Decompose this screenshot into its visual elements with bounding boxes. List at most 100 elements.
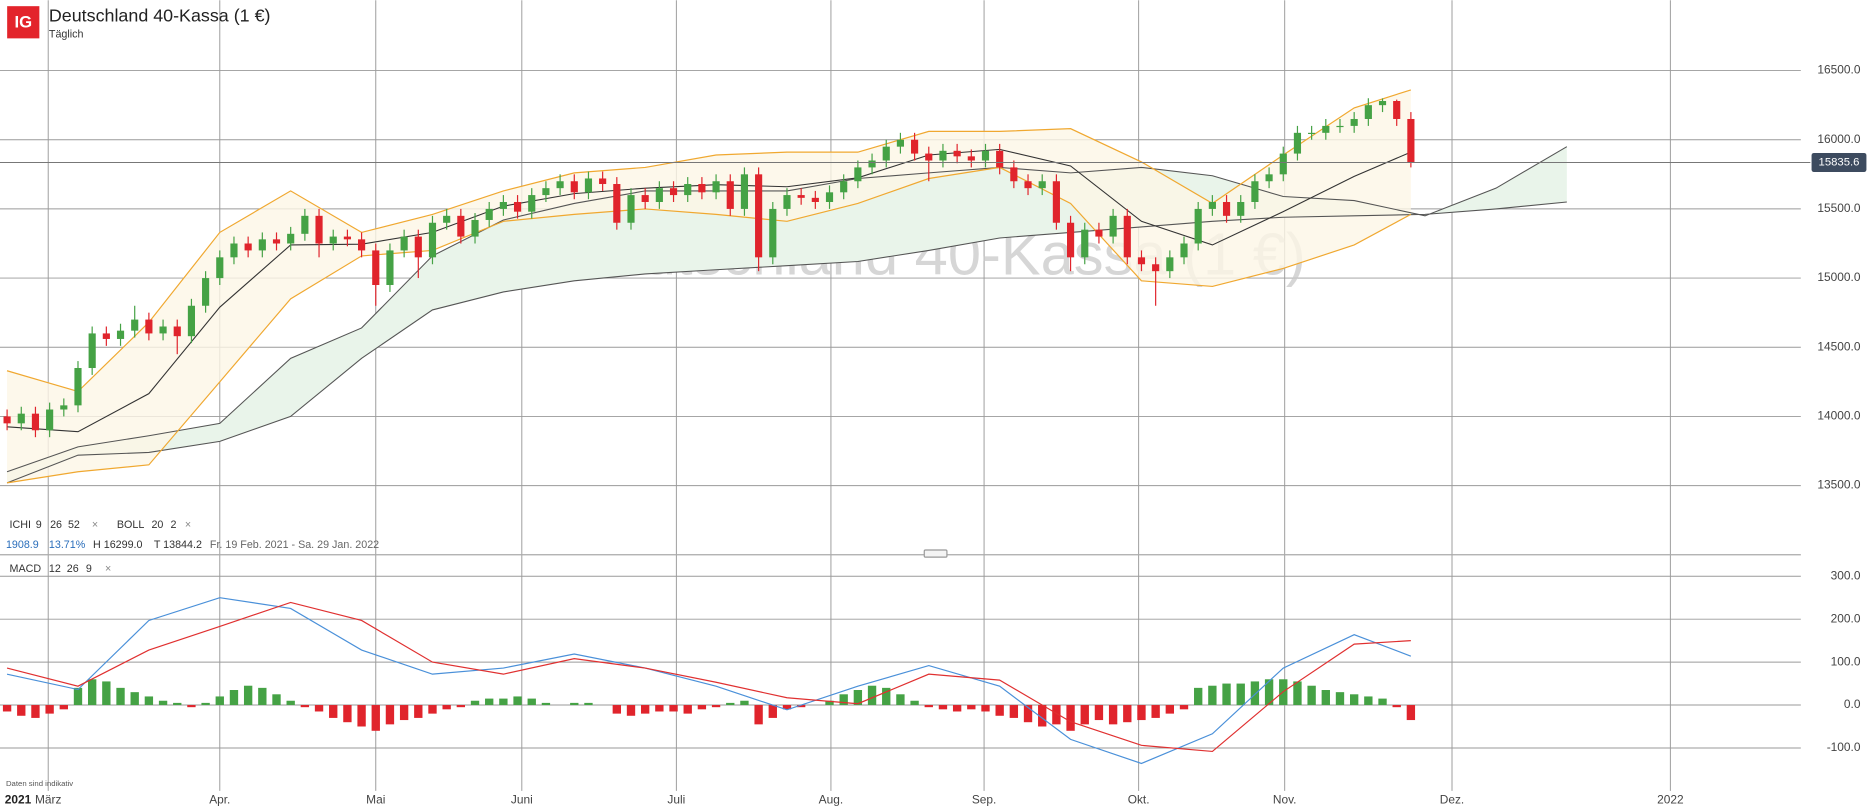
macd-histogram-bar xyxy=(1151,705,1160,718)
macd-histogram-bar xyxy=(967,705,976,710)
candle-body xyxy=(471,219,479,237)
candle-body xyxy=(102,333,110,339)
candle-body xyxy=(1152,264,1160,272)
macd-histogram-bar xyxy=(612,705,621,714)
macd-histogram-bar xyxy=(570,702,579,706)
macd-histogram-bar xyxy=(1038,705,1047,727)
candle-body xyxy=(1222,201,1231,216)
candle-body xyxy=(1336,125,1344,128)
macd-histogram-bar xyxy=(314,705,324,712)
candle-body xyxy=(17,413,25,424)
stat-change: 1908.9 xyxy=(6,539,39,551)
candle-body xyxy=(244,243,252,251)
candle-body xyxy=(1393,101,1401,119)
x-tick-label: Aug. xyxy=(819,793,844,807)
legend-param: 9 xyxy=(36,519,42,531)
candle-body xyxy=(400,236,408,251)
legend-param: 2 xyxy=(171,519,177,531)
candle-body xyxy=(542,188,550,196)
macd-histogram-bar xyxy=(541,702,551,706)
macd-histogram-bar xyxy=(456,705,466,708)
macd-histogram-bar xyxy=(329,705,338,718)
candle-body xyxy=(896,139,904,147)
macd-histogram-bar xyxy=(243,685,253,706)
background xyxy=(0,0,1801,791)
macd-histogram-bar xyxy=(740,700,749,706)
macd-histogram-bar xyxy=(825,700,834,706)
candle-body xyxy=(981,150,990,161)
macd-histogram-bar xyxy=(1094,705,1104,721)
remove-indicator[interactable]: × xyxy=(105,563,111,575)
macd-histogram-bar xyxy=(726,702,735,706)
macd-histogram-bar xyxy=(924,705,933,708)
subtitle: Täglich xyxy=(49,29,84,41)
stat-change-pct: 13.71% xyxy=(49,539,86,551)
macd-histogram-bar xyxy=(1335,692,1345,706)
macd-histogram-bar xyxy=(626,705,636,716)
candle-body xyxy=(1194,208,1202,244)
candle-body xyxy=(740,174,749,209)
year-label-bg xyxy=(0,792,33,807)
macd-histogram-bar xyxy=(286,700,295,706)
candle-body xyxy=(116,330,125,339)
y-tick-label: 14000.0 xyxy=(1817,409,1860,423)
y-tick-label: 13500.0 xyxy=(1817,478,1860,492)
candle-body xyxy=(712,181,720,193)
x-tick-label: Juni xyxy=(511,793,533,807)
x-tick-label: Sep. xyxy=(972,793,997,807)
candle-body xyxy=(797,195,805,198)
macd-histogram-bar xyxy=(1349,694,1359,706)
macd-histogram-bar xyxy=(1222,683,1231,706)
remove-indicator[interactable]: × xyxy=(92,519,98,531)
macd-histogram-bar xyxy=(1023,705,1033,723)
remove-indicator[interactable]: × xyxy=(185,519,191,531)
macd-histogram-bar xyxy=(839,694,848,706)
x-tick-label: Apr. xyxy=(209,793,230,807)
macd-histogram-bar xyxy=(853,690,863,706)
macd-histogram-bar xyxy=(1194,687,1203,706)
chart-title: Deutschland 40-Kassa (1 €) xyxy=(49,6,271,26)
panel-resize-handle[interactable] xyxy=(923,549,948,558)
macd-histogram-bar xyxy=(1321,690,1330,706)
candle-body xyxy=(1407,118,1415,163)
candle-body xyxy=(88,333,96,369)
macd-histogram-bar xyxy=(584,702,593,706)
candle-body xyxy=(939,150,947,161)
candle-body xyxy=(570,181,578,193)
macd-histogram-bar xyxy=(1307,685,1316,706)
macd-histogram-bar xyxy=(1392,705,1401,708)
x-tick-label: Mai xyxy=(366,793,385,807)
macd-histogram-bar xyxy=(499,698,508,706)
candle-body xyxy=(1024,181,1032,189)
macd-histogram-bar xyxy=(867,685,877,706)
macd-histogram-bar xyxy=(31,705,40,718)
candle-body xyxy=(1066,222,1075,258)
candle-body xyxy=(1123,215,1131,258)
macd-histogram-bar xyxy=(527,698,536,706)
y-tick-label: 16500.0 xyxy=(1817,63,1860,77)
candle-body xyxy=(329,236,337,244)
macd-histogram-bar xyxy=(1250,681,1260,706)
candle-body xyxy=(187,305,196,337)
candle-body xyxy=(428,222,437,258)
macd-histogram-bar xyxy=(655,705,664,712)
candle-body xyxy=(811,197,819,202)
candle-body xyxy=(1279,153,1287,175)
macd-histogram-bar xyxy=(683,705,692,714)
macd-histogram-bar xyxy=(116,687,125,706)
candle-body xyxy=(825,192,834,202)
macd-histogram-bar xyxy=(1080,705,1089,725)
macd-histogram-bar xyxy=(995,705,1004,716)
candle-body xyxy=(1293,132,1302,154)
candle-body xyxy=(599,178,607,185)
candle-body xyxy=(840,181,848,193)
candle-body xyxy=(1350,118,1358,126)
macd-histogram-bar xyxy=(343,705,352,723)
candle-body xyxy=(528,195,536,212)
candle-body xyxy=(1322,125,1330,133)
y-tick-label: 14500.0 xyxy=(1817,339,1860,353)
legend-label: ICHI xyxy=(10,519,31,531)
macd-histogram-bar xyxy=(187,705,196,708)
candle-body xyxy=(1364,105,1372,119)
